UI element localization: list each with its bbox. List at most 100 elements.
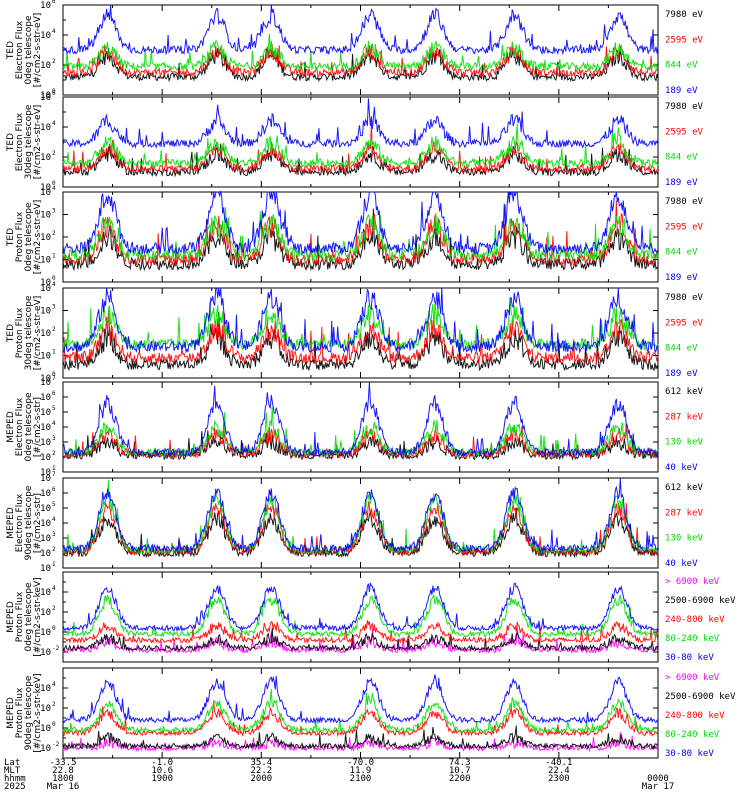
series-line-189-ev — [62, 4, 659, 56]
time-axis-value: -70.0 — [347, 758, 374, 768]
y-axis-label: [#/cm2-s-str-eV] — [33, 13, 43, 88]
y-tick-exponent: 2 — [52, 326, 56, 333]
time-axis-value: 10.6 — [151, 766, 173, 776]
time-axis-value: 11.9 — [350, 766, 372, 776]
y-tick-exponent: 4 — [52, 420, 56, 427]
y-tick-label: 10 — [40, 307, 51, 317]
legend-entry: 612 keV — [665, 387, 704, 397]
y-tick-exponent: 4 — [52, 516, 56, 523]
time-axis-value: 22.2 — [250, 766, 272, 776]
legend-entry: 287 keV — [665, 412, 704, 422]
y-axis-label: TED — [6, 133, 16, 152]
y-tick-exponent: -2 — [52, 741, 60, 748]
legend-entry: 2595 eV — [665, 222, 704, 232]
y-axis-label: Electron Flux — [15, 20, 25, 79]
y-tick-exponent: 6 — [52, 390, 56, 397]
y-tick-label: 10 — [40, 153, 51, 163]
y-tick-label: 10 — [40, 408, 51, 418]
y-tick-label: 10 — [40, 233, 51, 243]
y-tick-label: 10 — [40, 474, 51, 484]
time-axis-value: -40.1 — [545, 758, 572, 768]
y-tick-exponent: 2 — [52, 605, 56, 612]
legend-entry: 2595 eV — [665, 318, 704, 328]
series-line-189-ev — [62, 98, 659, 149]
y-tick-exponent: 1 — [52, 465, 56, 472]
y-tick-label: 10 — [40, 374, 51, 384]
y-tick-exponent: 4 — [52, 120, 56, 127]
y-axis-label: [#/cm2-s-str-keV] — [33, 673, 43, 752]
legend-entry: > 6900 keV — [665, 673, 720, 683]
time-axis-value: 2000 — [250, 774, 272, 784]
legend-entry: 7980 eV — [665, 197, 704, 207]
y-axis-label: MEPED — [6, 697, 16, 729]
time-axis-value: 2200 — [449, 774, 471, 784]
y-axis-label: TED — [6, 324, 16, 343]
time-axis-value: 22.8 — [52, 766, 74, 776]
time-axis-value: Mar 16 — [47, 782, 80, 792]
y-tick-label: 10 — [40, 648, 51, 658]
y-tick-label: 10 — [40, 724, 51, 734]
time-axis-value: 2100 — [350, 774, 372, 784]
y-axis-label: Proton Flux — [15, 211, 25, 262]
time-axis-value: -33.5 — [49, 758, 76, 768]
y-tick-label: 10 — [40, 504, 51, 514]
time-axis-row-label: Lat — [4, 758, 20, 768]
y-tick-exponent: 3 — [52, 208, 56, 215]
y-axis-label: 30deg telescope — [24, 295, 34, 370]
legend-entry: 7980 eV — [665, 102, 704, 112]
y-tick-label: 10 — [40, 534, 51, 544]
y-tick-label: 10 — [40, 564, 51, 574]
y-axis-label: 0deg telescope — [24, 582, 34, 652]
y-tick-exponent: 4 — [52, 185, 56, 192]
y-tick-label: 10 — [40, 684, 51, 694]
y-tick-label: 10 — [40, 352, 51, 362]
time-axis-value: -1.0 — [151, 758, 173, 768]
y-tick-label: 10 — [40, 628, 51, 638]
series-line-844-ev — [62, 207, 659, 263]
y-axis-label: TED — [6, 41, 16, 60]
series-line-7980-ev — [62, 143, 659, 178]
series-line-844-ev — [62, 33, 659, 72]
y-axis-label: 0deg telescope — [24, 15, 34, 85]
time-axis-row-label: 2025 — [4, 782, 26, 792]
y-axis-label: MEPED — [6, 601, 16, 633]
legend-entry: 287 keV — [665, 508, 704, 518]
y-tick-exponent: 4 — [52, 681, 56, 688]
series-line-130-kev — [62, 479, 659, 556]
y-tick-exponent: 4 — [52, 281, 56, 288]
series-line-40-kev — [62, 477, 659, 555]
y-axis-label: Electron Flux — [15, 112, 25, 171]
time-axis-value: 22.4 — [548, 766, 570, 776]
legend-entry: 80-240 keV — [665, 634, 720, 644]
legend-entry: 189 eV — [665, 86, 698, 96]
y-tick-label: 10 — [40, 188, 51, 198]
legend-entry: 612 keV — [665, 483, 704, 493]
series-line-7980-ev — [62, 208, 659, 272]
series-line-30-80-kev — [62, 674, 659, 725]
legend-entry: 189 eV — [665, 178, 698, 188]
y-tick-exponent: 5 — [52, 405, 56, 412]
y-tick-label: 10 — [40, 278, 51, 288]
legend-entry: 130 keV — [665, 438, 704, 448]
y-tick-exponent: 5 — [52, 501, 56, 508]
y-tick-label: 10 — [40, 31, 51, 41]
y-axis-label: [#/cm2-s-str-eV] — [33, 296, 43, 371]
time-axis-value: 74.3 — [449, 758, 471, 768]
y-axis-label: Electron Flux — [15, 397, 25, 456]
series-line-80-240-kev — [62, 688, 659, 735]
y-axis-label: 30deg telescope — [24, 104, 34, 179]
y-tick-label: 10 — [40, 123, 51, 133]
y-tick-exponent: 6 — [52, 90, 56, 97]
y-axis-label: 90deg telescope — [24, 675, 34, 750]
time-axis-value: Mar 17 — [642, 782, 675, 792]
y-tick-exponent: 0 — [52, 371, 56, 378]
series-line-130-kev — [62, 407, 659, 458]
y-axis-label: Proton Flux — [15, 591, 25, 642]
y-tick-exponent: 2 — [52, 150, 56, 157]
y-tick-exponent: 2 — [52, 230, 56, 237]
legend-entry: 130 keV — [665, 534, 704, 544]
time-axis-row-label: hhmm — [4, 774, 26, 784]
y-axis-label: TED — [6, 228, 16, 247]
legend-entry: 7980 eV — [665, 293, 704, 303]
legend-entry: 844 eV — [665, 153, 698, 163]
